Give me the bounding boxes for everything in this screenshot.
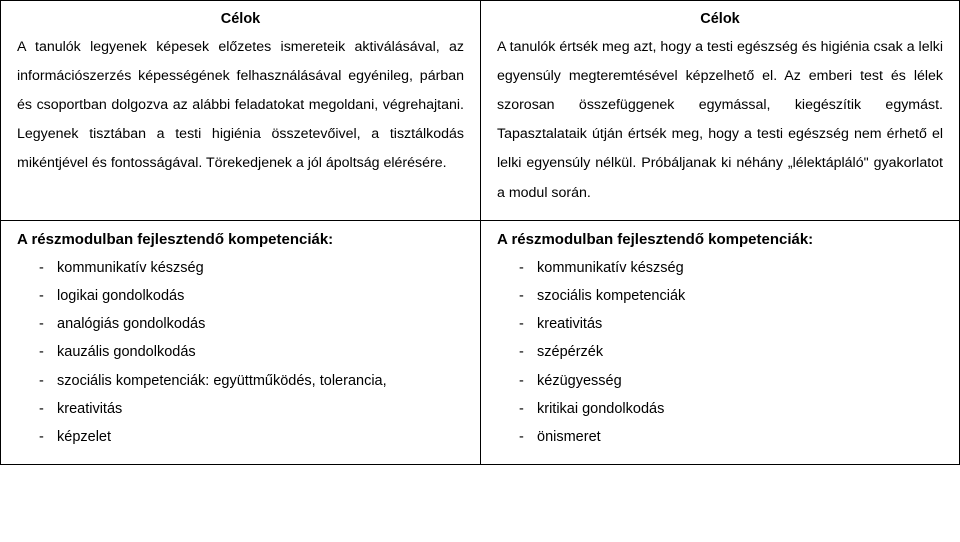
goals-left-paragraph: A tanulók legyenek képesek előzetes isme… <box>17 33 464 179</box>
list-item: önismeret <box>519 423 943 451</box>
goals-right-title: Célok <box>497 11 943 27</box>
list-item: kreativitás <box>39 395 464 423</box>
cell-competencies-right: A részmodulban fejlesztendő kompetenciák… <box>480 220 960 465</box>
goals-left-title: Célok <box>17 11 464 27</box>
competencies-left-list: kommunikatív készség logikai gondolkodás… <box>39 254 464 452</box>
competencies-left-heading: A részmodulban fejlesztendő kompetenciák… <box>17 231 464 248</box>
competencies-right-list: kommunikatív készség szociális kompetenc… <box>519 254 943 452</box>
list-item: kézügyesség <box>519 367 943 395</box>
goals-right-paragraph: A tanulók értsék meg azt, hogy a testi e… <box>497 33 943 208</box>
list-item: kreativitás <box>519 310 943 338</box>
cell-goals-left: Célok A tanulók legyenek képesek előzete… <box>0 0 480 220</box>
list-item: analógiás gondolkodás <box>39 310 464 338</box>
list-item: kauzális gondolkodás <box>39 338 464 366</box>
list-item: szépérzék <box>519 338 943 366</box>
cell-goals-right: Célok A tanulók értsék meg azt, hogy a t… <box>480 0 960 220</box>
list-item: kommunikatív készség <box>519 254 943 282</box>
list-item: logikai gondolkodás <box>39 282 464 310</box>
competencies-right-heading: A részmodulban fejlesztendő kompetenciák… <box>497 231 943 248</box>
row-goals: Célok A tanulók legyenek képesek előzete… <box>0 0 960 220</box>
cell-competencies-left: A részmodulban fejlesztendő kompetenciák… <box>0 220 480 465</box>
list-item: képzelet <box>39 423 464 451</box>
row-competencies: A részmodulban fejlesztendő kompetenciák… <box>0 220 960 465</box>
list-item: kommunikatív készség <box>39 254 464 282</box>
list-item: szociális kompetenciák: együttműködés, t… <box>39 367 464 395</box>
list-item: kritikai gondolkodás <box>519 395 943 423</box>
page-root: Célok A tanulók legyenek képesek előzete… <box>0 0 960 542</box>
list-item: szociális kompetenciák <box>519 282 943 310</box>
